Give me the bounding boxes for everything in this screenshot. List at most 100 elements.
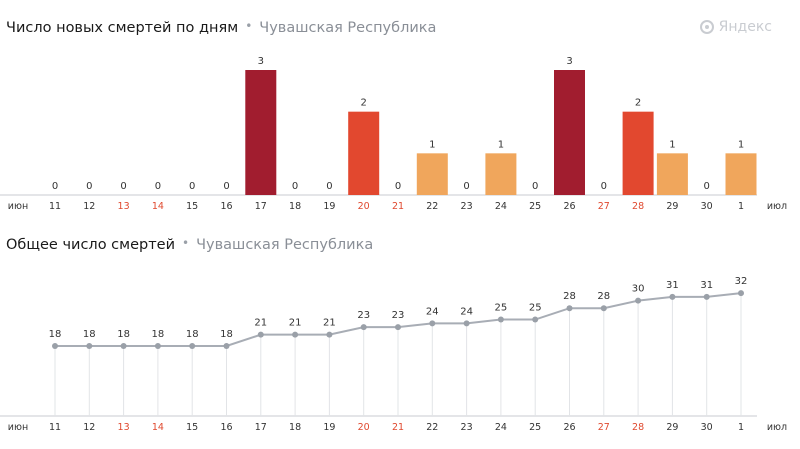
x-tick-label: 17: [255, 422, 267, 433]
yandex-logo-icon: [699, 20, 714, 34]
x-tick-label: 15: [186, 201, 198, 212]
x-tick-label: 17: [255, 201, 267, 212]
x-tick-label: 27: [598, 201, 610, 212]
bar-value-label: 0: [223, 181, 229, 192]
x-tick-label: 14: [152, 201, 164, 212]
bar-value-label: 0: [189, 181, 195, 192]
bar-value-label: 0: [395, 181, 401, 192]
bar-value-label: 0: [463, 181, 469, 192]
x-tick-label: 29: [666, 201, 678, 212]
x-tick-label: 30: [701, 422, 713, 433]
x-tick-label: 14: [152, 422, 164, 433]
bar-17: [245, 70, 277, 195]
point-value-label: 23: [392, 310, 405, 321]
point-value-label: 18: [83, 329, 96, 340]
x-tick-label: 12: [83, 201, 95, 212]
bar-1: [725, 153, 757, 195]
point-value-label: 28: [563, 291, 576, 302]
x-tick-label: 1: [738, 422, 744, 433]
point-value-label: 18: [152, 329, 165, 340]
data-point-20: [360, 324, 367, 331]
data-point-25: [532, 316, 539, 323]
point-value-label: 18: [117, 329, 130, 340]
x-tick-label: 16: [220, 201, 232, 212]
x-tick-label: 24: [495, 201, 507, 212]
x-tick-label: 19: [323, 422, 335, 433]
bar-value-label: 0: [52, 181, 58, 192]
data-point-14: [154, 343, 161, 349]
bar-chart-title: Число новых смертей по дням: [6, 20, 239, 36]
bar-20: [348, 111, 380, 195]
data-point-16: [223, 343, 230, 349]
x-tick-label: 24: [495, 422, 507, 433]
data-point-24: [497, 316, 504, 323]
bar-value-label: 0: [704, 181, 710, 192]
line-chart-subtitle: Чувашская Республика: [196, 237, 374, 253]
x-tick-label: 18: [289, 201, 301, 212]
point-value-label: 23: [357, 310, 370, 321]
yandex-logo[interactable]: Яндекс: [699, 19, 772, 35]
data-point-23: [463, 320, 470, 327]
point-value-label: 18: [220, 329, 233, 340]
x-tick-label: 22: [426, 422, 438, 433]
x-tick-label: 21: [392, 201, 404, 212]
data-point-30: [703, 293, 710, 300]
x-tick-label: 15: [186, 422, 198, 433]
x-tick-label: 28: [632, 422, 644, 433]
bar-28: [622, 111, 654, 195]
x-tick-label: 13: [118, 201, 130, 212]
x-tick-label: 26: [563, 201, 575, 212]
bar-chart-title-row: Число новых смертей по дням • Чувашская Ре…: [6, 19, 436, 36]
bar-value-label: 0: [326, 181, 332, 192]
bar-24: [485, 153, 517, 195]
point-value-label: 31: [666, 280, 679, 291]
point-value-label: 21: [254, 318, 267, 329]
bar-value-label: 1: [669, 139, 675, 150]
data-point-12: [86, 343, 93, 349]
bar-value-label: 2: [361, 98, 367, 109]
bar-29: [656, 153, 688, 195]
bar-value-label: 0: [601, 181, 607, 192]
x-end-month-label: июл: [767, 201, 787, 212]
yandex-logo-text: Яндекс: [718, 19, 772, 35]
data-point-29: [669, 293, 676, 300]
point-value-label: 32: [735, 276, 748, 287]
bar-value-label: 0: [532, 181, 538, 192]
x-tick-label: 25: [529, 422, 541, 433]
point-value-label: 21: [289, 318, 302, 329]
data-point-1: [738, 290, 744, 297]
point-value-label: 25: [529, 303, 542, 314]
line-chart-title: Общее число смертей: [6, 237, 176, 253]
bar-value-label: 3: [258, 56, 264, 67]
x-tick-label: 26: [563, 422, 575, 433]
point-value-label: 24: [426, 306, 439, 317]
point-value-label: 21: [323, 318, 336, 329]
bar-22: [416, 153, 448, 195]
point-value-label: 24: [460, 306, 473, 317]
bar-value-label: 3: [566, 56, 572, 67]
line-chart-title-row: Общее число смертей • Чувашская Республика: [6, 236, 374, 253]
bar-value-label: 1: [429, 139, 435, 150]
x-tick-label: 23: [461, 422, 473, 433]
point-value-label: 31: [700, 280, 713, 291]
data-point-21: [395, 324, 401, 331]
data-point-13: [120, 343, 127, 349]
data-point-26: [566, 305, 573, 312]
x-tick-label: 29: [666, 422, 678, 433]
x-tick-label: 25: [529, 201, 541, 212]
point-value-label: 30: [632, 284, 645, 295]
x-tick-label: 23: [461, 201, 473, 212]
x-start-month-label: июн: [8, 422, 28, 433]
data-point-17: [257, 331, 264, 338]
separator-dot: •: [245, 19, 253, 33]
point-value-label: 18: [49, 329, 62, 340]
x-tick-label: 21: [392, 422, 404, 433]
data-point-28: [635, 297, 642, 304]
bar-value-label: 1: [738, 139, 744, 150]
x-tick-label: 20: [358, 422, 370, 433]
x-tick-label: 13: [118, 422, 130, 433]
x-tick-label: 28: [632, 201, 644, 212]
bar-value-label: 0: [155, 181, 161, 192]
data-point-27: [600, 305, 607, 312]
